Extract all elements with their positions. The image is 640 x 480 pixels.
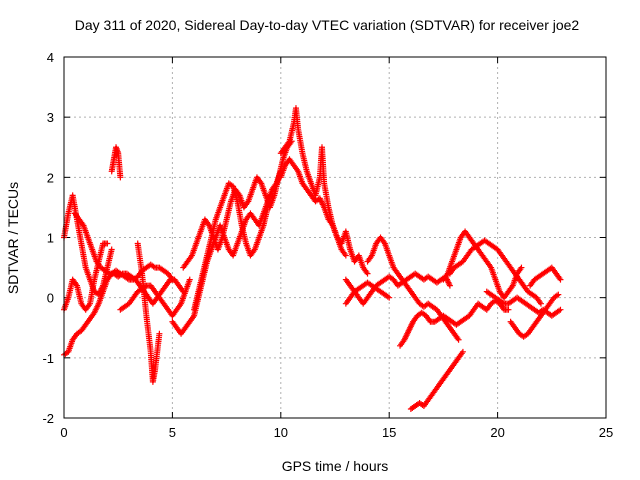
y-tick-label: 3 — [47, 110, 54, 125]
data-point — [342, 252, 349, 259]
y-tick-label: -1 — [42, 351, 54, 366]
series-track-20 — [483, 288, 564, 319]
x-axis-label: GPS time / hours — [282, 458, 389, 474]
series-track-16 — [397, 297, 512, 349]
series-track-4 — [71, 210, 187, 307]
y-tick-label: 4 — [47, 50, 54, 65]
series-track-11 — [277, 105, 371, 277]
series-track-14 — [364, 234, 462, 343]
data-point — [386, 294, 393, 301]
data-point — [557, 276, 564, 283]
series-track-6 — [117, 276, 193, 319]
x-tick-label: 20 — [490, 425, 504, 440]
series-track-7 — [134, 240, 163, 385]
y-tick-label: 2 — [47, 170, 54, 185]
data-point — [108, 246, 115, 253]
plot-frame — [63, 56, 607, 419]
data-point — [117, 174, 124, 181]
y-tick-label: 1 — [47, 231, 54, 246]
chart-title: Day 311 of 2020, Sidereal Day-to-day VTE… — [75, 17, 580, 33]
y-tick-labels: -2 -1 0 1 2 3 4 — [42, 50, 54, 426]
data-point — [264, 204, 271, 211]
series-track-17 — [407, 348, 466, 412]
x-tick-label: 25 — [599, 425, 613, 440]
x-tick-labels: 0 5 10 15 20 25 — [60, 425, 613, 440]
data-point — [446, 282, 453, 289]
data-point — [364, 270, 371, 277]
series-track-5 — [108, 144, 124, 181]
data-point — [186, 276, 193, 283]
data-point — [537, 300, 544, 307]
x-tick-label: 15 — [382, 425, 396, 440]
x-tick-label: 0 — [60, 425, 67, 440]
data-point — [505, 306, 512, 313]
series-track-15 — [342, 279, 393, 307]
series-track-19 — [446, 237, 544, 307]
data-point — [555, 291, 562, 298]
series-track-12 — [277, 156, 349, 259]
y-tick-label: -2 — [42, 411, 54, 426]
y-axis-label: SDTVAR / TECUs — [5, 182, 21, 294]
series-track-21 — [507, 291, 562, 340]
series-track-10 — [191, 180, 271, 313]
data-point — [459, 348, 466, 355]
y-tick-label: 0 — [47, 291, 54, 306]
data-point — [518, 264, 525, 271]
data-point — [156, 330, 163, 337]
x-tick-label: 10 — [274, 425, 288, 440]
data-point — [104, 240, 111, 247]
series-track-22 — [527, 264, 564, 289]
data-point — [455, 336, 462, 343]
data-point — [557, 306, 564, 313]
series-track-18 — [440, 228, 525, 301]
data-points — [61, 105, 564, 412]
x-tick-label: 5 — [169, 425, 176, 440]
